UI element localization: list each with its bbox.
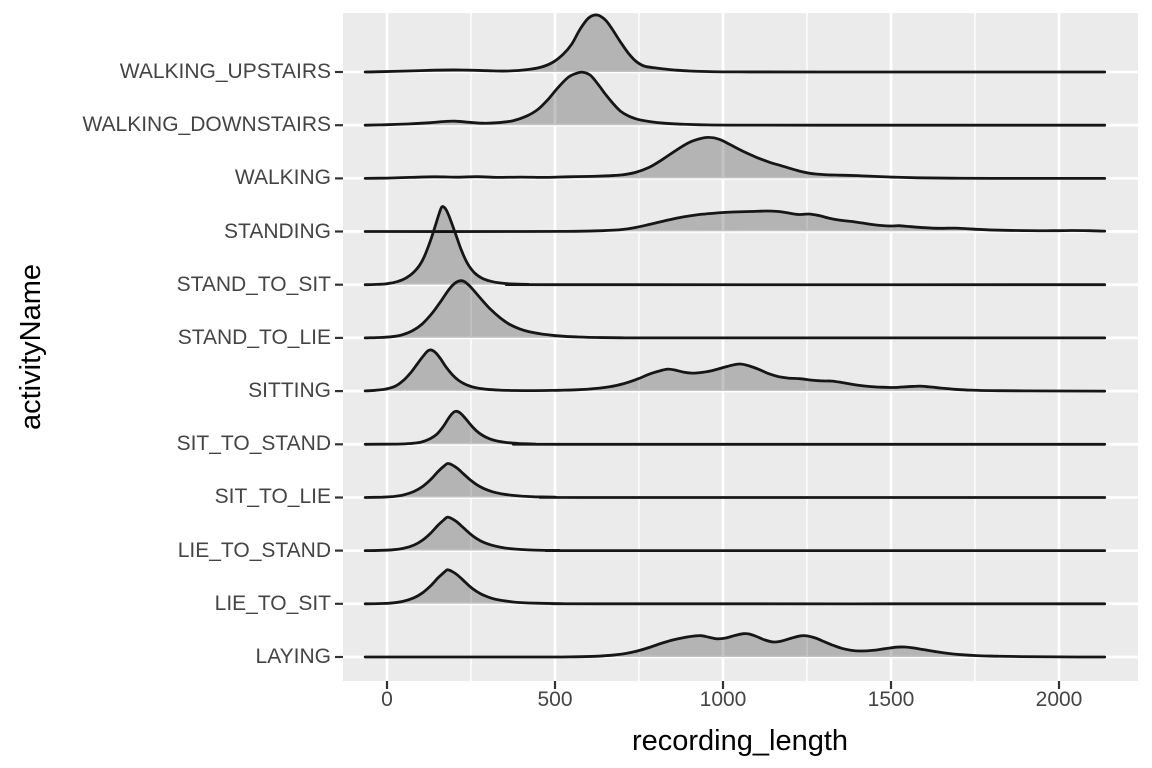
y-axis-label-LIE_TO_SIT: LIE_TO_SIT — [214, 591, 331, 615]
y-axis-title: activityName — [15, 264, 47, 430]
y-axis-label-WALKING_DOWNSTAIRS: WALKING_DOWNSTAIRS — [82, 113, 331, 137]
x-axis-title: recording_length — [631, 725, 849, 757]
x-axis-label-1500: 1500 — [867, 688, 915, 711]
ridge-WALKING_UPSTAIRS — [363, 13, 1107, 74]
ridge-STAND_TO_LIE — [363, 279, 1107, 340]
ridge-WALKING — [363, 135, 1107, 180]
ridge-SIT_TO_LIE — [363, 462, 1107, 499]
ridge-LAYING — [363, 632, 1107, 659]
y-axis-label-SIT_TO_LIE: SIT_TO_LIE — [214, 485, 331, 509]
ridge-LIE_TO_SIT — [363, 568, 1107, 606]
y-axis-label-STAND_TO_SIT: STAND_TO_SIT — [176, 272, 331, 296]
x-axis-label-1000: 1000 — [699, 688, 747, 711]
y-axis-label-STANDING: STANDING — [224, 219, 331, 243]
ridge-WALKING_DOWNSTAIRS — [363, 70, 1107, 127]
y-axis-label-STAND_TO_LIE: STAND_TO_LIE — [177, 325, 331, 349]
y-axis-label-WALKING: WALKING — [234, 166, 331, 190]
x-axis-label-2000: 2000 — [1035, 688, 1083, 711]
ridge-SITTING — [363, 348, 1107, 393]
ridge-STANDING — [363, 209, 1107, 233]
x-axis-label-0: 0 — [381, 688, 393, 711]
ridge-LIE_TO_STAND — [363, 515, 1107, 553]
y-axis-label-LAYING: LAYING — [255, 645, 331, 668]
y-axis-label-SITTING: SITTING — [248, 379, 331, 403]
x-axis-label-500: 500 — [537, 688, 573, 711]
ridge-SIT_TO_STAND — [363, 409, 1107, 446]
ridge-STAND_TO_SIT — [363, 205, 1107, 287]
y-axis-label-SIT_TO_STAND: SIT_TO_STAND — [176, 432, 331, 456]
y-axis-label-WALKING_UPSTAIRS: WALKING_UPSTAIRS — [119, 60, 331, 83]
y-axis-label-LIE_TO_STAND: LIE_TO_STAND — [177, 538, 331, 562]
